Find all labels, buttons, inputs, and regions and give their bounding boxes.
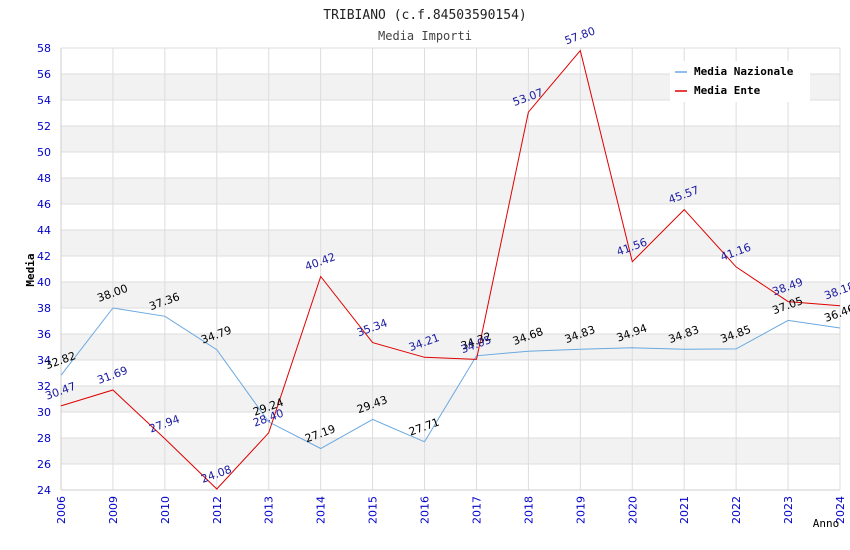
chart-subtitle: Media Importi <box>378 29 472 43</box>
y-tick-label: 56 <box>37 68 51 81</box>
y-tick-label: 28 <box>37 432 51 445</box>
x-tick-label: 2019 <box>574 496 587 524</box>
x-tick-label: 2013 <box>263 496 276 524</box>
x-tick-label: 2016 <box>419 496 432 524</box>
grid-band <box>61 438 840 464</box>
grid-band <box>61 230 840 256</box>
grid-band <box>61 178 840 204</box>
legend-label-ente: Media Ente <box>694 84 761 97</box>
y-tick-label: 36 <box>37 328 51 341</box>
x-tick-label: 2010 <box>159 496 172 524</box>
y-tick-label: 32 <box>37 380 51 393</box>
y-tick-labels: 24 26 28 30 32 34 36 38 40 42 44 46 48 50 52 54 56 58 <box>37 42 51 497</box>
y-tick-label: 26 <box>37 458 51 471</box>
axes <box>60 48 840 491</box>
y-tick-label: 34 <box>37 354 51 367</box>
series-line-media-ente <box>60 49 841 490</box>
grid-lines <box>60 47 841 491</box>
series-lines <box>60 49 841 490</box>
x-tick-label: 2023 <box>782 496 795 524</box>
legend-box <box>670 61 810 102</box>
y-tick-label: 40 <box>37 276 51 289</box>
legend-label-nazionale: Media Nazionale <box>694 65 794 78</box>
y-tick-label: 42 <box>37 250 51 263</box>
series-line-media-nazionale <box>60 307 841 450</box>
x-tick-label: 2020 <box>626 496 639 524</box>
y-tick-label: 52 <box>37 120 51 133</box>
x-tick-label: 2017 <box>470 496 483 524</box>
x-tick-label: 2015 <box>367 496 380 524</box>
grid-bands <box>61 74 840 464</box>
x-axis-label: Anno <box>813 517 840 530</box>
chart-title: TRIBIANO (c.f.84503590154) <box>323 8 527 23</box>
x-tick-label: 2014 <box>315 496 328 524</box>
legend: Media Nazionale Media Ente <box>670 61 810 102</box>
y-tick-label: 24 <box>37 484 51 497</box>
y-tick-label: 30 <box>37 406 51 419</box>
y-tick-label: 38 <box>37 302 51 315</box>
x-tick-label: 2024 <box>834 496 847 524</box>
x-tick-label: 2006 <box>55 496 68 524</box>
grid-band <box>61 334 840 360</box>
x-tick-label: 2021 <box>678 496 691 524</box>
x-tick-label: 2012 <box>211 496 224 524</box>
x-tick-labels: 2006 2009 2010 2012 2013 2014 2015 2016 2017 2018… <box>55 496 847 524</box>
y-tick-label: 44 <box>37 224 51 237</box>
x-tick-label: 2022 <box>730 496 743 524</box>
x-tick-label: 2018 <box>522 496 535 524</box>
y-tick-label: 46 <box>37 198 51 211</box>
grid-band <box>61 282 840 308</box>
y-axis-label: Media <box>24 253 37 286</box>
y-tick-label: 58 <box>37 42 51 55</box>
y-tick-label: 50 <box>37 146 51 159</box>
y-tick-label: 48 <box>37 172 51 185</box>
y-tick-label: 54 <box>37 94 51 107</box>
x-tick-label: 2009 <box>107 496 120 524</box>
grid-band <box>61 126 840 152</box>
data-label-ente: 57.80 <box>563 24 597 47</box>
